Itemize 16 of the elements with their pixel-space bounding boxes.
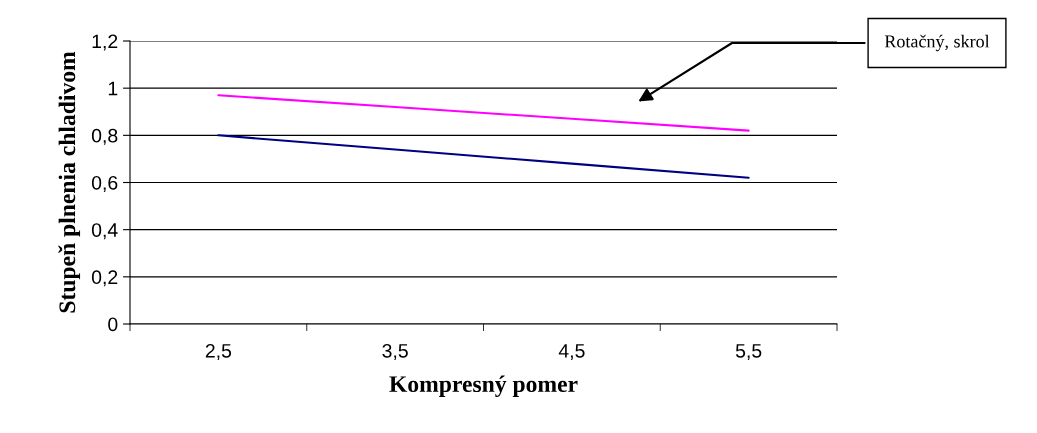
y-tick-label: 0,4 <box>91 223 118 240</box>
y-tick-label: 1 <box>108 81 118 96</box>
x-tick-label: 2,5 <box>205 343 232 361</box>
y-tick-label: 0,2 <box>91 270 118 287</box>
text: Rotačný, skrol <box>884 34 990 52</box>
y-tick-label: 1,2 <box>92 34 118 51</box>
line-series <box>217 94 750 132</box>
y-axis-title: Stupeň plnenia chladivom <box>58 51 81 313</box>
line-series <box>217 134 750 179</box>
y-tick-label: 0 <box>108 317 118 332</box>
x-axis-title: Kompresný pomer <box>389 375 578 397</box>
y-tick-label: 0,6 <box>91 175 118 193</box>
x-tick-label: 3,5 <box>382 343 408 361</box>
x-tick-label: 4,5 <box>558 344 585 361</box>
x-tick-label: 5,5 <box>735 344 762 361</box>
y-tick-label: 0,8 <box>91 128 118 145</box>
